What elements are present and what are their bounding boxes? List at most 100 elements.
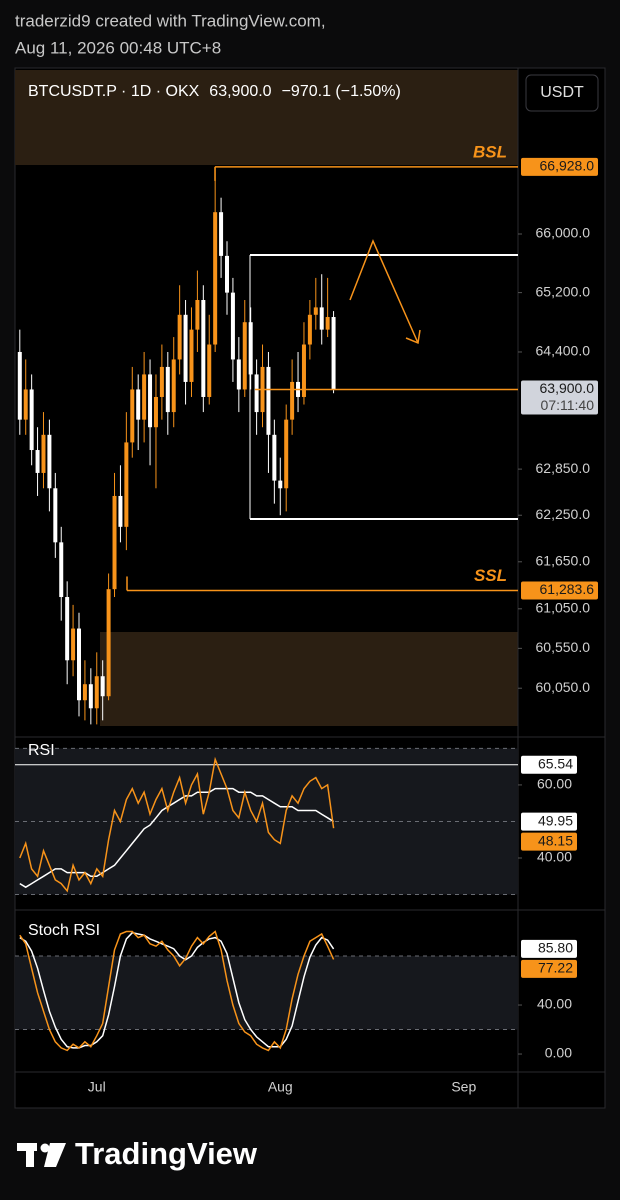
candle-body (153, 396, 158, 428)
candle-body (82, 684, 87, 701)
candle-body (53, 488, 58, 543)
indicator-band (15, 956, 518, 1030)
price-tag-label: 61,283.6 (540, 581, 595, 597)
projection-arrow (349, 239, 419, 344)
candle-body (177, 314, 182, 360)
candle-body (29, 389, 34, 451)
author-line: traderzid9 created with TradingView.com, (15, 11, 326, 30)
y-tick-label: 40.00 (537, 996, 572, 1012)
candle-body (118, 495, 123, 527)
candle-body (207, 344, 212, 397)
indicator-title: Stoch RSI (28, 922, 100, 939)
candle-body (17, 351, 22, 420)
value-tag-label: 65.54 (538, 755, 573, 771)
value-tag-label: 77.22 (538, 960, 573, 976)
candle-body (301, 344, 306, 397)
candle-body (124, 442, 129, 527)
indicator-title: RSI (28, 742, 55, 759)
candle-body (142, 374, 147, 420)
chart-frame (14, 67, 606, 1109)
value-tag (521, 959, 577, 978)
value-tag (521, 755, 577, 774)
candle-body (183, 314, 188, 382)
value-tag (521, 812, 577, 831)
candle-body (325, 317, 330, 330)
candle-body (290, 381, 295, 420)
candle-body (278, 480, 283, 489)
candle-body (284, 419, 289, 489)
x-tick-label: Jul (88, 1079, 106, 1095)
y-tick-label: 62,250.0 (536, 506, 591, 522)
candle-body (59, 542, 64, 598)
y-tick-label: 40.00 (537, 849, 572, 865)
candle-body (35, 450, 40, 473)
candle-body (130, 389, 135, 443)
indicator-line (19, 756, 335, 893)
price-tag-label: 66,928.0 (540, 158, 595, 174)
candle-body (248, 322, 253, 375)
last-price: 63,900.0 (209, 83, 271, 100)
candle-body (272, 434, 277, 481)
logo-wedge (44, 1143, 66, 1167)
logo: TradingView (17, 1136, 258, 1171)
y-tick-label: 60,550.0 (536, 639, 591, 655)
candle-body (201, 300, 206, 397)
x-tick-label: Sep (451, 1079, 476, 1095)
value-tag (521, 939, 577, 958)
projection-arrow-head (405, 329, 421, 345)
premium-zone (15, 70, 518, 165)
value-tag-label: 49.95 (538, 812, 573, 828)
candle-body (307, 314, 312, 345)
y-tick-label: 60.00 (537, 776, 572, 792)
y-tick-label: 66,000.0 (536, 225, 591, 241)
value-tag-label: 48.15 (538, 832, 573, 848)
y-tick-label: 61,050.0 (536, 600, 591, 616)
y-tick-label: 64,400.0 (536, 343, 591, 359)
candle-body (65, 597, 70, 661)
candle-body (106, 589, 111, 697)
candle-body (189, 329, 194, 382)
brand-name: TradingView (75, 1136, 258, 1171)
candle-body (219, 212, 224, 256)
candle-body (165, 366, 170, 413)
candle-body (230, 292, 235, 360)
currency-button-label[interactable]: USDT (540, 84, 584, 101)
currency-button[interactable] (525, 74, 599, 112)
candle-body (266, 366, 271, 435)
candle-body (112, 495, 117, 590)
y-tick-label: 60,050.0 (536, 679, 591, 695)
candle-body (148, 374, 153, 428)
discount-zone (100, 632, 518, 726)
logo-stem (26, 1143, 34, 1167)
price-tag (521, 581, 598, 600)
y-tick-label: 61,650.0 (536, 552, 591, 568)
candle-body (236, 359, 241, 390)
candle-body (319, 307, 324, 330)
candle-body (331, 317, 336, 390)
value-tag (521, 832, 577, 851)
candle-body (136, 389, 141, 420)
price-tag-countdown: 07:11:40 (541, 397, 595, 413)
candle-body (225, 255, 229, 293)
symbol-line: BTCUSDT.P · 1D · OKX 63,900.0 −970.1 (−1.5… (28, 83, 401, 100)
candle-body (313, 307, 318, 315)
price-change: −970.1 (−1.50%) (282, 83, 401, 100)
range-box (249, 254, 518, 520)
y-tick-label: 0.00 (545, 1045, 572, 1061)
liquidity-label: BSL (473, 142, 507, 161)
candle-body (94, 676, 99, 709)
y-tick-label: 65,200.0 (536, 283, 591, 299)
candle-body (88, 684, 93, 709)
candle-body (77, 628, 81, 701)
candle-body (171, 359, 176, 413)
indicator-line (19, 930, 335, 1052)
logo-dot (40, 1143, 50, 1153)
y-tick-label: 62,850.0 (536, 460, 591, 476)
candle-body (41, 434, 46, 473)
value-tag-label: 85.80 (538, 940, 573, 956)
candle-body (213, 212, 218, 345)
liquidity-label: SSL (474, 566, 507, 585)
candle-body (254, 374, 259, 413)
